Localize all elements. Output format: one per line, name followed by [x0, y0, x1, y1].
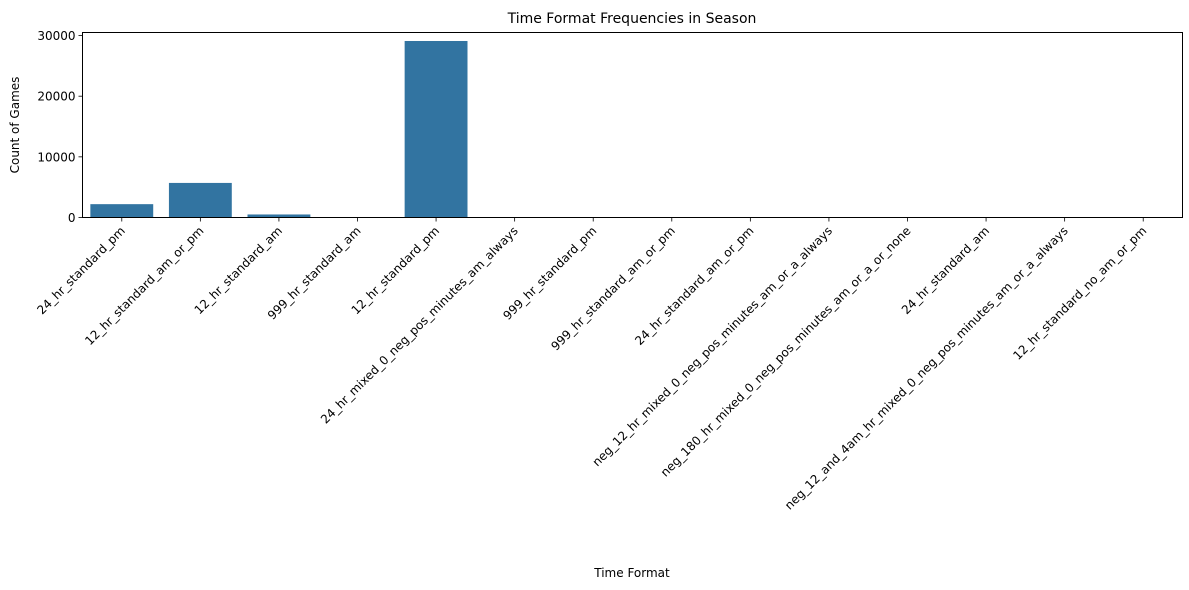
x-tick-label: neg_12_and_4am_hr_mixed_0_neg_pos_minute… [782, 224, 1071, 513]
chart-title: Time Format Frequencies in Season [507, 11, 757, 27]
bar-12_hr_standard_pm [404, 40, 468, 218]
x-tick-label: 12_hr_standard_am [192, 224, 285, 317]
bar-12_hr_standard_am [247, 214, 311, 218]
x-axis: 24_hr_standard_pm12_hr_standard_am_or_pm… [34, 217, 1149, 513]
x-tick-label: 24_hr_standard_am [899, 224, 992, 317]
y-tick-label: 10000 [37, 150, 75, 164]
plot-area [90, 40, 1175, 218]
plot-frame [82, 32, 1183, 218]
y-axis: 0 10000 20000 30000 [37, 29, 83, 225]
x-tick-label: 12_hr_standard_no_am_or_pm [1010, 224, 1149, 363]
x-tick-label: 24_hr_standard_pm [34, 224, 128, 318]
y-tick-label: 30000 [37, 29, 75, 43]
x-tick-label: 999_hr_standard_am_or_pm [548, 224, 678, 354]
bar-12_hr_standard_am_or_pm [168, 182, 232, 218]
y-tick-label: 0 [68, 211, 76, 225]
x-tick-label: 12_hr_standard_pm [349, 224, 443, 318]
y-axis-label: Count of Games [8, 77, 22, 174]
x-axis-label: Time Format [593, 566, 670, 580]
y-tick-label: 20000 [37, 90, 75, 104]
bar-24_hr_standard_pm [90, 204, 154, 218]
